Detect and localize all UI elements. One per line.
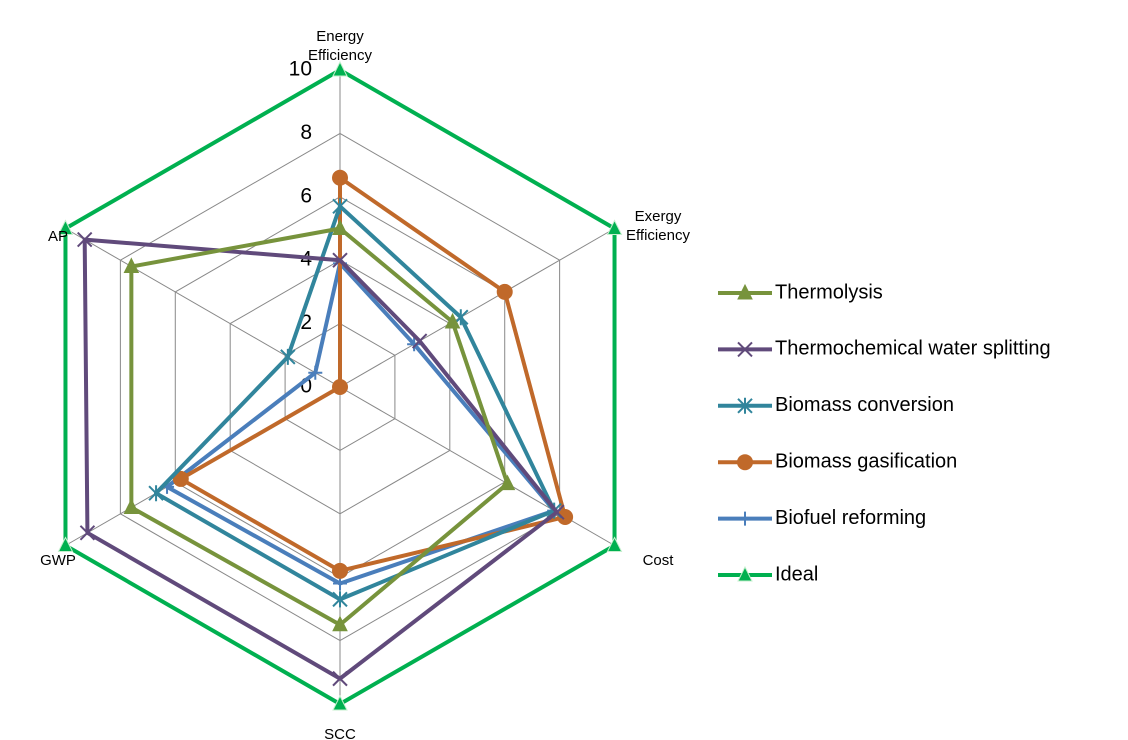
legend-marker [737, 397, 753, 414]
legend-label: Biomass conversion [775, 394, 954, 416]
data-point [57, 536, 74, 552]
legend-marker [738, 511, 752, 526]
data-point [332, 591, 348, 608]
data-point [407, 337, 422, 352]
data-point [280, 348, 296, 365]
data-point [148, 485, 164, 502]
legend-marker [737, 283, 753, 300]
category-label: Exergy Efficiency [626, 208, 690, 244]
data-point [332, 694, 348, 711]
data-point [332, 169, 348, 186]
data-point [606, 536, 623, 552]
data-point [411, 333, 428, 349]
data-point [549, 504, 565, 520]
legend-label: Biomass gasification [775, 450, 957, 472]
data-point [332, 379, 348, 395]
category-label: Cost [642, 552, 674, 569]
legend-label: Ideal [775, 563, 818, 585]
legend-label: Thermolysis [775, 281, 883, 303]
data-point [557, 508, 574, 525]
data-point [332, 60, 348, 77]
data-point [332, 198, 348, 215]
series-line [154, 204, 557, 602]
legend-marker [737, 454, 753, 471]
data-point [123, 257, 140, 274]
r-tick-label: 0 [300, 375, 312, 398]
data-point [444, 312, 461, 329]
data-point [606, 219, 623, 235]
data-point [76, 231, 93, 248]
data-point [496, 283, 513, 300]
data-point [332, 562, 348, 579]
category-label: Energy Efficiency [308, 28, 372, 64]
legend-label: Thermochemical water splitting [775, 338, 1051, 360]
category-label: GWP [40, 552, 76, 569]
r-tick-label: 10 [289, 58, 312, 81]
legend-marker [737, 341, 753, 358]
data-point [332, 252, 348, 268]
spoke [339, 228, 615, 388]
legend-label: Biofuel reforming [775, 507, 926, 529]
data-point [123, 498, 140, 514]
data-point [332, 219, 348, 235]
r-tick-label: 6 [300, 184, 312, 207]
r-tick-label: 2 [300, 311, 312, 334]
data-point [79, 525, 96, 541]
data-point [332, 670, 348, 687]
category-label: AP [47, 228, 68, 245]
data-point [499, 474, 516, 491]
data-point [332, 615, 348, 632]
data-point [172, 470, 189, 487]
legend-marker [737, 565, 753, 582]
data-point [57, 219, 74, 235]
category-label: SCC [324, 726, 356, 740]
spoke [65, 228, 341, 388]
r-tick-label: 8 [300, 121, 312, 144]
data-point [308, 365, 323, 380]
data-point [333, 576, 347, 591]
